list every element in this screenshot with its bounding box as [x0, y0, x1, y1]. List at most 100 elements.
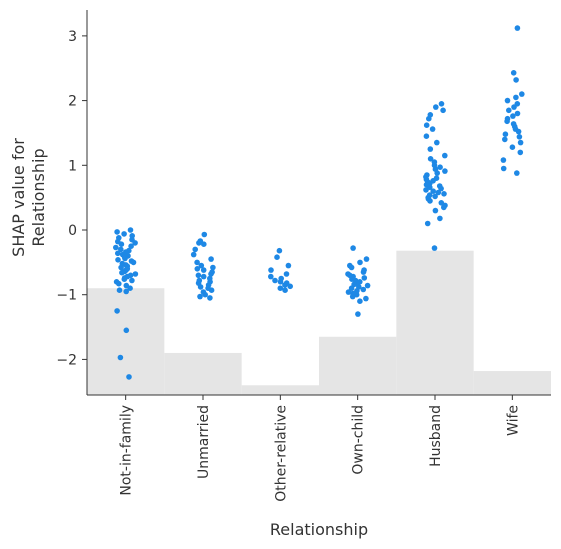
y-tick-label: −2 [56, 352, 77, 368]
y-tick-label: 1 [68, 158, 77, 174]
data-point [432, 193, 438, 200]
data-point [285, 262, 292, 269]
data-point [208, 271, 214, 277]
data-point [423, 133, 430, 139]
data-point [364, 282, 371, 289]
data-point [517, 139, 524, 146]
data-point [515, 128, 522, 135]
data-point [360, 269, 367, 275]
data-point [423, 122, 430, 128]
data-point [437, 164, 443, 170]
data-point [208, 287, 215, 294]
data-point [268, 273, 274, 280]
data-point [123, 288, 129, 295]
data-point [116, 280, 122, 287]
data-point [272, 277, 278, 284]
data-point [282, 287, 288, 294]
x-tick-label: Other-relative [273, 405, 289, 502]
data-point [121, 231, 127, 237]
data-point [210, 264, 216, 271]
x-axis-title: Relationship [270, 520, 368, 539]
data-point [424, 220, 431, 227]
data-point [434, 170, 441, 176]
data-point [427, 198, 433, 204]
data-point [197, 284, 204, 290]
data-point [287, 283, 294, 290]
data-point [441, 191, 447, 197]
data-point [192, 246, 198, 253]
x-tick-label: Husband [428, 405, 444, 467]
data-point [115, 257, 121, 263]
data-point [130, 259, 137, 266]
data-point [426, 115, 432, 122]
data-point [126, 374, 132, 380]
y-tick-label: 2 [68, 94, 77, 110]
data-point [509, 144, 516, 150]
data-point [208, 256, 214, 262]
data-point [434, 139, 440, 146]
data-point [200, 273, 207, 280]
data-point [510, 113, 516, 119]
data-point [207, 295, 213, 301]
data-point [350, 245, 356, 251]
data-point [116, 287, 123, 294]
data-point [123, 327, 130, 334]
data-point [349, 293, 356, 300]
data-point [500, 165, 507, 172]
data-point [274, 254, 280, 260]
histogram-bar [241, 385, 319, 395]
data-point [432, 207, 439, 214]
data-point [430, 188, 437, 194]
data-point [119, 269, 125, 276]
data-point [441, 204, 447, 211]
data-point [132, 271, 139, 277]
data-point [438, 185, 444, 192]
data-point [355, 311, 361, 317]
data-point [283, 271, 290, 277]
data-point [502, 131, 509, 137]
data-point [268, 267, 274, 273]
data-point [363, 295, 369, 302]
data-point [121, 276, 128, 283]
data-point [282, 282, 288, 288]
x-tick-label: Own-child [351, 405, 367, 475]
histogram-bar [87, 288, 165, 395]
data-point [440, 107, 446, 114]
data-point [118, 264, 124, 271]
data-point [194, 266, 201, 272]
data-point [357, 298, 363, 305]
data-point [200, 267, 207, 273]
data-point [437, 215, 443, 222]
y-tick-label: 3 [68, 29, 77, 45]
data-point [500, 157, 507, 163]
data-point [511, 104, 517, 110]
data-point [277, 285, 284, 292]
y-axis-title-line: Relationship [29, 148, 48, 246]
data-point [504, 97, 511, 104]
data-point [348, 285, 355, 292]
y-axis-title-line: SHAP value for [9, 138, 28, 257]
data-point [438, 101, 445, 107]
data-point [118, 241, 125, 247]
data-point [114, 229, 120, 235]
data-point [132, 240, 138, 246]
data-point [348, 264, 355, 271]
data-point [117, 354, 124, 361]
data-point [442, 168, 448, 174]
data-point [128, 243, 134, 249]
x-tick-label: Not-in-family [119, 405, 135, 496]
data-point [513, 77, 519, 83]
data-point [360, 286, 367, 293]
y-axis-title: SHAP value forRelationship [9, 138, 48, 257]
data-point [435, 189, 442, 196]
histogram-bar [164, 352, 242, 395]
data-point [363, 256, 370, 262]
histogram-bar [319, 336, 397, 395]
data-point [197, 293, 203, 300]
data-point [517, 149, 524, 156]
data-point [201, 241, 207, 247]
data-point [516, 134, 523, 140]
x-tick-label: Wife [505, 405, 521, 436]
data-point [514, 25, 521, 31]
